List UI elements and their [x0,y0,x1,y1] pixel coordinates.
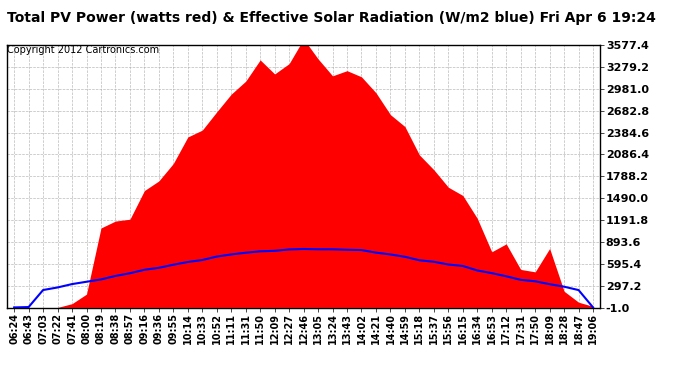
Text: Copyright 2012 Cartronics.com: Copyright 2012 Cartronics.com [7,45,159,55]
Text: Total PV Power (watts red) & Effective Solar Radiation (W/m2 blue) Fri Apr 6 19:: Total PV Power (watts red) & Effective S… [7,11,655,25]
